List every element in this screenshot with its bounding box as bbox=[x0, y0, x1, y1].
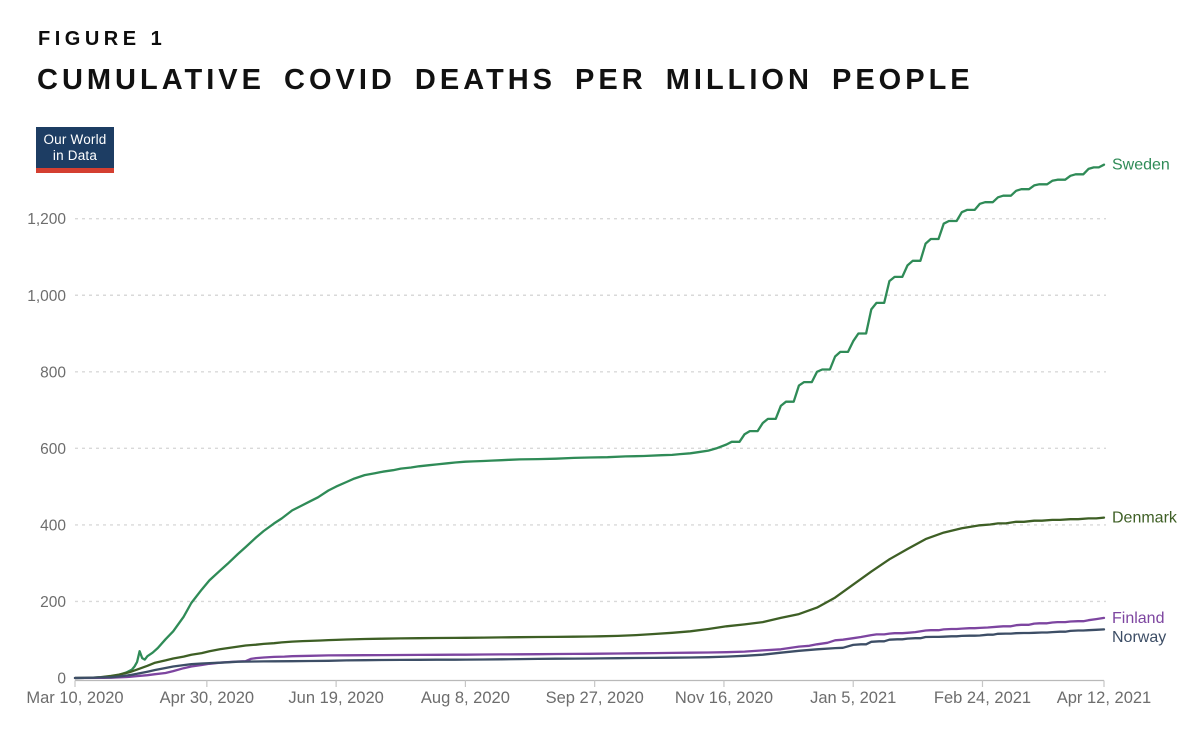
owid-logo: Our World in Data bbox=[36, 127, 114, 173]
x-tick-label: Apr 12, 2021 bbox=[1057, 689, 1152, 707]
x-tick-label: Apr 30, 2020 bbox=[160, 689, 255, 707]
x-tick-label: Nov 16, 2020 bbox=[675, 689, 773, 707]
owid-logo-line2: in Data bbox=[52, 147, 98, 163]
page-title: CUMULATIVE COVID DEATHS PER MILLION PEOP… bbox=[37, 64, 974, 96]
y-tick-label: 1,000 bbox=[27, 288, 66, 305]
series-end-label-finland: Finland bbox=[1112, 610, 1164, 627]
owid-logo-red-bar bbox=[36, 168, 114, 173]
series-end-label-sweden: Sweden bbox=[1112, 157, 1170, 174]
y-tick-label: 600 bbox=[40, 441, 66, 458]
x-tick-label: Jun 19, 2020 bbox=[288, 689, 383, 707]
y-tick-label: 1,200 bbox=[27, 211, 66, 228]
x-tick-label: Aug 8, 2020 bbox=[421, 689, 510, 707]
series-line-sweden bbox=[73, 163, 1106, 680]
x-tick-label: Mar 10, 2020 bbox=[26, 689, 123, 707]
y-tick-label: 800 bbox=[40, 364, 66, 381]
x-tick-label: Sep 27, 2020 bbox=[546, 689, 644, 707]
x-tick-label: Jan 5, 2021 bbox=[810, 689, 896, 707]
owid-logo-box: Our World in Data bbox=[36, 127, 114, 168]
owid-logo-line1: Our World bbox=[43, 131, 107, 147]
series-line-denmark bbox=[73, 516, 1106, 680]
y-tick-label: 400 bbox=[40, 517, 66, 534]
series-line-norway bbox=[73, 628, 1106, 680]
series-end-label-denmark: Denmark bbox=[1112, 510, 1178, 527]
figure-label: FIGURE 1 bbox=[38, 28, 167, 50]
x-tick-label: Feb 24, 2021 bbox=[934, 689, 1031, 707]
series-end-label-norway: Norway bbox=[1112, 629, 1166, 646]
y-tick-label: 0 bbox=[57, 671, 66, 688]
y-tick-label: 200 bbox=[40, 594, 66, 611]
